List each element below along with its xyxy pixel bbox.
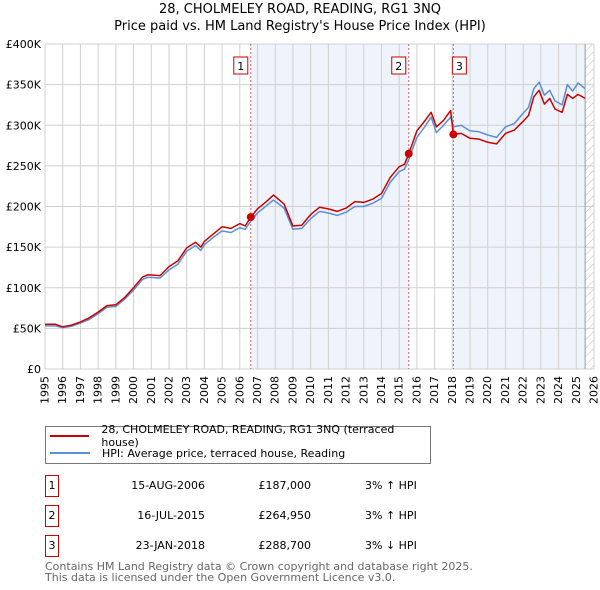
x-tick-label: 2020 <box>481 376 494 404</box>
sale-price: £187,000 <box>258 479 312 492</box>
table-row: 3 23-JAN-2018 £288,700 3% ↓ HPI <box>45 535 545 557</box>
x-tick-label: 1997 <box>74 376 87 404</box>
legend-label: HPI: Average price, terraced house, Read… <box>102 446 346 460</box>
x-tick-label: 2007 <box>251 376 264 404</box>
x-tick-label: 2011 <box>322 376 335 404</box>
x-tick-label: 1995 <box>39 376 52 404</box>
x-tick-label: 2026 <box>588 376 600 404</box>
y-tick-label: £150K <box>6 241 42 254</box>
x-tick-label: 2024 <box>552 376 565 404</box>
table-row: 2 16-JUL-2015 £264,950 3% ↑ HPI <box>45 505 545 527</box>
x-tick-label: 2017 <box>428 376 441 404</box>
sale-point <box>404 149 413 158</box>
sale-marker-badge: 1 <box>45 475 59 497</box>
y-tick-label: £100K <box>6 282 42 295</box>
legend: 28, CHOLMELEY ROAD, READING, RG1 3NQ (te… <box>45 423 431 464</box>
x-tick-label: 2025 <box>570 376 583 404</box>
table-row: 1 15-AUG-2006 £187,000 3% ↑ HPI <box>45 475 545 497</box>
x-tick-label: 2015 <box>393 376 406 404</box>
y-tick-label: £300K <box>6 119 42 132</box>
sale-label-box <box>451 56 467 75</box>
sale-marker-badge: 3 <box>45 535 59 557</box>
x-tick-label: 2006 <box>233 376 246 404</box>
y-tick-label: £50K <box>13 322 42 335</box>
y-tick-label: £0 <box>27 363 41 376</box>
x-tick-label: 1996 <box>56 376 69 404</box>
sale-hpi-diff: 3% ↓ HPI <box>365 539 417 552</box>
x-tick-label: 2014 <box>375 376 388 404</box>
legend-swatch-blue <box>50 452 90 454</box>
chart-title: 28, CHOLMELEY ROAD, READING, RG1 3NQ <box>158 2 442 17</box>
footer: Contains HM Land Registry data © Crown c… <box>45 561 473 583</box>
x-tick-label: 2018 <box>446 376 459 404</box>
sale-price: £288,700 <box>258 539 312 552</box>
x-tick-label: 2022 <box>517 376 530 404</box>
sale-date: 23-JAN-2018 <box>135 539 205 552</box>
legend-swatch-red <box>50 435 90 437</box>
sale-marker-badge: 2 <box>45 505 59 527</box>
x-tick-label: 2005 <box>216 376 229 404</box>
sale-label: 2 <box>395 60 402 73</box>
footer-licence: This data is licensed under the Open Gov… <box>45 571 396 584</box>
x-tick-label: 2021 <box>499 376 512 404</box>
x-tick-label: 2000 <box>127 376 140 404</box>
sale-label: 3 <box>456 60 463 73</box>
x-tick-label: 2004 <box>198 376 211 404</box>
sale-date: 15-AUG-2006 <box>131 479 205 492</box>
x-tick-label: 2019 <box>464 376 477 404</box>
x-tick-label: 2009 <box>286 376 299 404</box>
x-tick-label: 2016 <box>410 376 423 404</box>
plot-area: 1995 1996 1997 1998 1999 2000 2001 2002 2003 2004… <box>6 38 600 404</box>
x-tick-label: 1999 <box>109 376 122 404</box>
x-tick-label: 1998 <box>92 376 105 404</box>
sale-label-box <box>391 56 407 75</box>
sale-point <box>449 130 458 139</box>
sale-label-box <box>233 56 249 75</box>
x-tick-label: 2003 <box>180 376 193 404</box>
legend-label: 28, CHOLMELEY ROAD, READING, RG1 3NQ (te… <box>101 423 395 449</box>
x-tick-label: 2002 <box>162 376 175 404</box>
x-tick-label: 2010 <box>304 376 317 404</box>
x-tick-label: 2008 <box>269 376 282 404</box>
sale-date: 16-JUL-2015 <box>137 509 205 522</box>
sale-hpi-diff: 3% ↑ HPI <box>365 509 417 522</box>
sale-point <box>246 213 255 222</box>
x-tick-label: 2023 <box>534 376 547 404</box>
x-tick-label: 2001 <box>145 376 158 404</box>
sale-label: 1 <box>237 60 244 73</box>
x-tick-label: 2013 <box>357 376 370 404</box>
sale-hpi-diff: 3% ↑ HPI <box>365 479 417 492</box>
y-tick-label: £200K <box>6 201 42 214</box>
footer-copyright: Contains HM Land Registry data © Crown c… <box>45 560 473 573</box>
legend-item-hpi: HPI: Average price, terraced house, Read… <box>50 445 345 461</box>
y-tick-label: £250K <box>6 160 42 173</box>
x-tick-label: 2012 <box>340 376 353 404</box>
legend-item-property: 28, CHOLMELEY ROAD, READING, RG1 3NQ (te… <box>50 423 430 449</box>
y-tick-label: £400K <box>6 38 42 51</box>
y-tick-label: £350K <box>6 79 42 92</box>
chart-subtitle: Price paid vs. HM Land Registry's House … <box>114 19 486 34</box>
series-line-hpi <box>45 81 586 329</box>
sale-price: £264,950 <box>258 509 312 522</box>
series-line-property <box>45 89 586 328</box>
